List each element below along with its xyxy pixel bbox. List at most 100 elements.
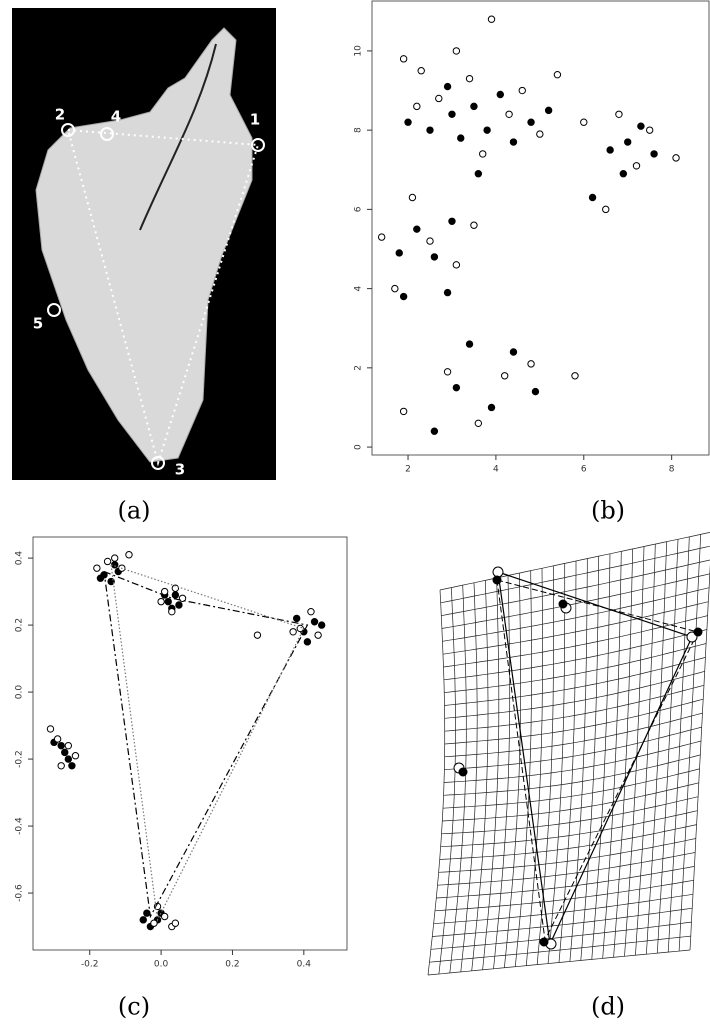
x-tick-label: 2 (405, 465, 411, 475)
y-tick-label: 6 (354, 206, 364, 212)
grid-column (679, 534, 701, 951)
point (480, 151, 486, 157)
point (169, 608, 175, 614)
point (475, 420, 481, 426)
grid-column (614, 549, 633, 957)
point (651, 151, 657, 157)
point (449, 111, 455, 117)
landmark (540, 938, 548, 946)
point (506, 111, 512, 117)
point (97, 575, 103, 581)
grid-column (657, 539, 678, 953)
point (625, 139, 631, 145)
y-tick-label: 2 (354, 365, 364, 371)
grid-row (439, 839, 696, 873)
plot-frame (33, 537, 347, 950)
point (603, 206, 609, 212)
grid-column (625, 547, 645, 957)
point (519, 87, 525, 93)
point (431, 254, 437, 260)
grid-row (428, 950, 690, 975)
point (453, 384, 459, 390)
point (673, 155, 679, 161)
landmark (694, 628, 702, 636)
landmark (459, 768, 467, 776)
point (427, 238, 433, 244)
panel-label: (b) (591, 497, 625, 525)
landmark-label: 1 (250, 111, 260, 129)
point (510, 139, 516, 145)
point (47, 726, 53, 732)
landmark-label: 5 (33, 315, 43, 333)
grid-row (441, 811, 698, 847)
y-tick-label: -0.6 (15, 884, 25, 902)
point (484, 127, 490, 133)
point (444, 369, 450, 375)
x-tick-label: 8 (669, 465, 675, 475)
point (126, 552, 132, 558)
point (414, 103, 420, 109)
point (405, 119, 411, 125)
grid-column (472, 580, 488, 971)
point (69, 763, 75, 769)
point (144, 910, 150, 916)
point (290, 629, 296, 635)
point (315, 632, 321, 638)
point (165, 598, 171, 604)
point (537, 131, 543, 137)
point (311, 619, 317, 625)
x-tick-label: 6 (581, 465, 587, 475)
point (466, 341, 472, 347)
point (528, 119, 534, 125)
point (318, 622, 324, 628)
point (436, 95, 442, 101)
point (501, 373, 507, 379)
point (65, 756, 71, 762)
point (444, 289, 450, 295)
point (453, 262, 459, 268)
point (620, 171, 626, 177)
grid-column (635, 544, 655, 955)
point (140, 917, 146, 923)
x-tick-label: 0.2 (225, 960, 239, 970)
point (54, 736, 60, 742)
point (176, 602, 182, 608)
point (400, 293, 406, 299)
point (449, 218, 455, 224)
point (58, 742, 64, 748)
point (293, 615, 299, 621)
grid-row (441, 546, 710, 603)
point (400, 56, 406, 62)
grid-column (668, 537, 689, 952)
point (62, 749, 68, 755)
grid-row (440, 532, 710, 590)
y-tick-label: -0.4 (15, 817, 25, 835)
point (510, 349, 516, 355)
grid-column (428, 590, 445, 975)
point (638, 123, 644, 129)
point (151, 920, 157, 926)
point (646, 127, 652, 133)
grid-column (483, 578, 499, 970)
point (65, 742, 71, 748)
point (488, 404, 494, 410)
point (104, 558, 110, 564)
grid-row (440, 825, 697, 860)
figure: (a) (b) (c) (d) 1234524680246810-0.20.00… (0, 0, 710, 1029)
shape-outline (111, 565, 304, 920)
point (161, 913, 167, 919)
y-tick-label: 8 (354, 127, 364, 133)
point (616, 111, 622, 117)
point (607, 147, 613, 153)
landmark-label: 3 (175, 461, 185, 479)
point (458, 135, 464, 141)
grid-column (537, 566, 553, 965)
point (589, 194, 595, 200)
point (418, 68, 424, 74)
point (581, 119, 587, 125)
point (409, 194, 415, 200)
y-tick-label: 0.0 (15, 685, 25, 700)
page: (a) (b) (c) (d) 1234524680246810-0.20.00… (0, 0, 710, 1029)
panel-label: (d) (591, 993, 625, 1021)
point (554, 71, 560, 77)
